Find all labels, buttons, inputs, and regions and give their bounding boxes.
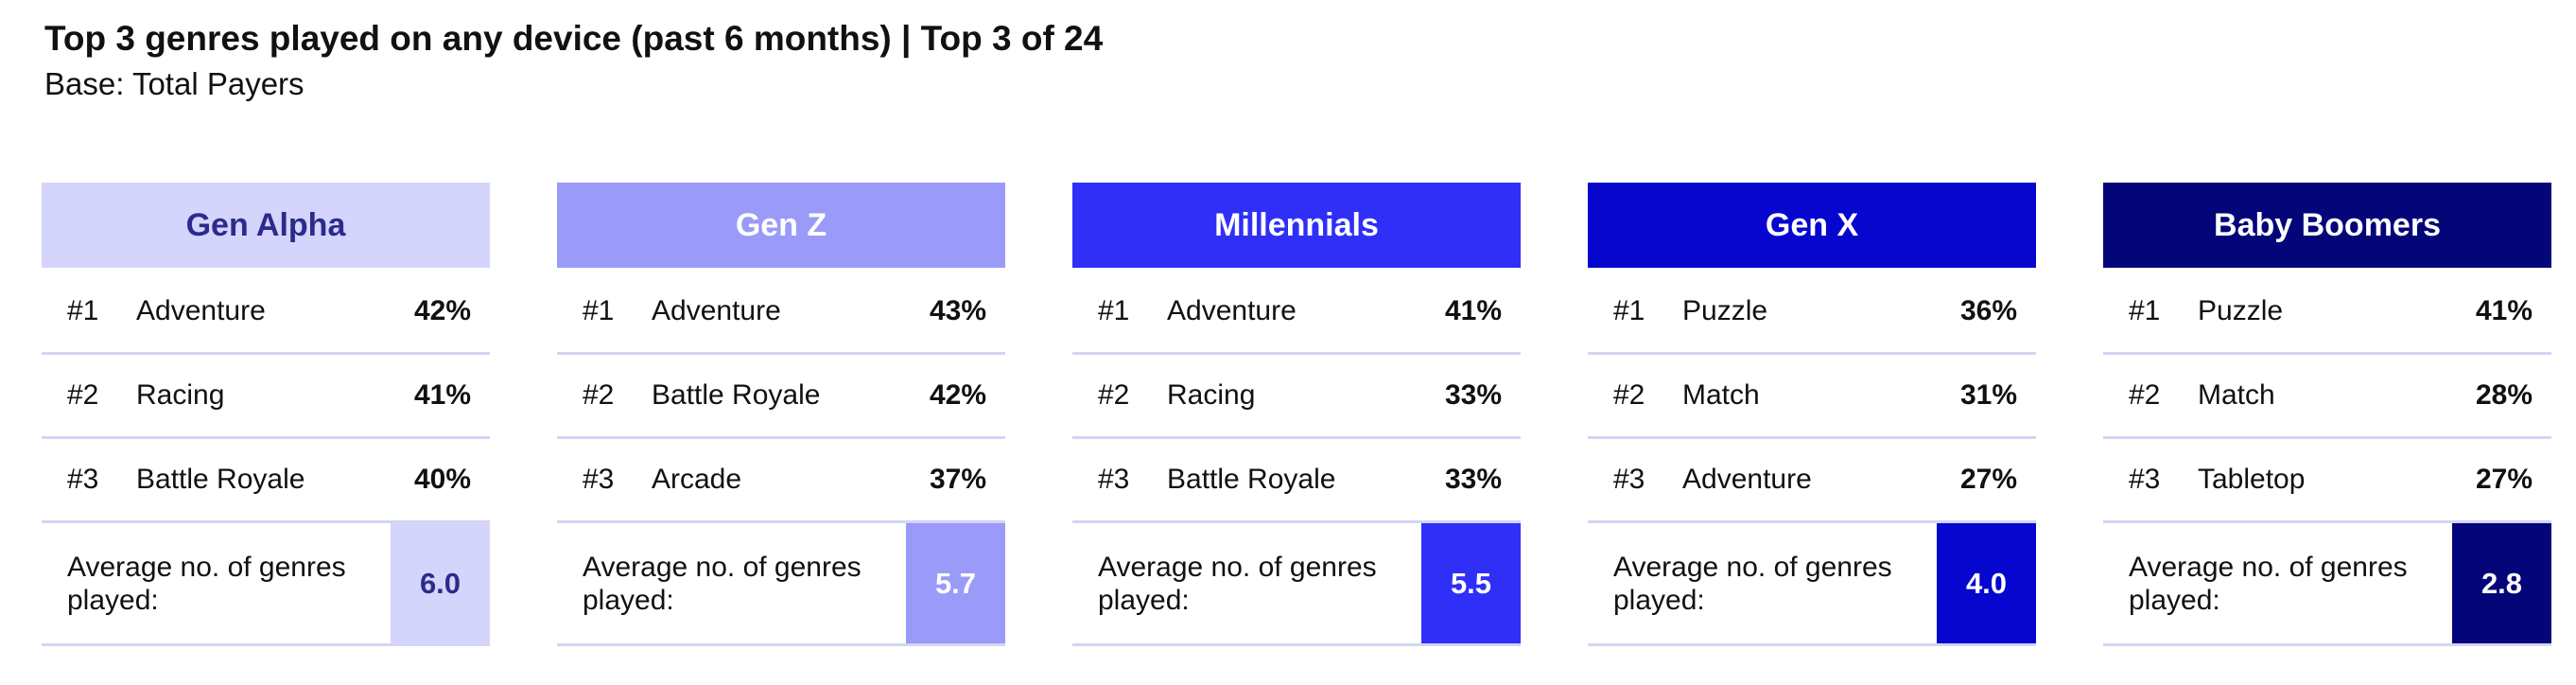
panel-header: Millennials (1072, 183, 1521, 271)
genre-rank: #2 (2129, 379, 2161, 411)
genre-percent: 42% (929, 379, 986, 411)
genre-name: Adventure (652, 295, 781, 326)
average-row: Average no. of genres played: 6.0 (42, 523, 490, 646)
panel-baby-boomers: Baby Boomers #1 Puzzle 41% #2 Match 28% … (2103, 183, 2551, 646)
average-value: 5.7 (906, 523, 1005, 643)
average-value: 6.0 (391, 523, 490, 643)
genre-percent: 42% (413, 295, 471, 326)
genre-name: Puzzle (1682, 295, 1768, 326)
genre-rank: #2 (583, 379, 615, 411)
generation-panels: Gen Alpha #1 Adventure 42% #2 Racing 41%… (42, 183, 2551, 646)
average-value: 4.0 (1937, 523, 2036, 643)
genre-rank: #3 (67, 464, 99, 495)
genre-name: Puzzle (2198, 295, 2284, 326)
genre-name: Match (2198, 379, 2275, 411)
genre-row: #2 Match 28% (2103, 355, 2551, 439)
genre-rank: #1 (67, 295, 99, 326)
genre-percent: 41% (413, 379, 471, 411)
genre-percent: 41% (1444, 295, 1502, 326)
genre-rank: #3 (583, 464, 615, 495)
genre-percent: 36% (1959, 295, 2017, 326)
genre-percent: 33% (1444, 464, 1502, 495)
genre-name: Tabletop (2198, 464, 2306, 495)
genre-name: Battle Royale (652, 379, 821, 411)
genre-rank: #2 (1098, 379, 1130, 411)
genre-row: #2 Battle Royale 42% (557, 355, 1005, 439)
genre-percent: 37% (929, 464, 986, 495)
genre-row: #1 Adventure 42% (42, 271, 490, 355)
page-title: Top 3 genres played on any device (past … (44, 19, 1104, 58)
average-row: Average no. of genres played: 5.5 (1072, 523, 1521, 646)
average-value: 5.5 (1421, 523, 1521, 643)
panel-gen-x: Gen X #1 Puzzle 36% #2 Match 31% #3 Adve… (1588, 183, 2036, 646)
genre-rank: #1 (2129, 295, 2161, 326)
genre-rank: #1 (1613, 295, 1645, 326)
genre-percent: 28% (2475, 379, 2532, 411)
page-subtitle: Base: Total Payers (44, 66, 305, 101)
genre-rank: #3 (1613, 464, 1645, 495)
genre-name: Match (1682, 379, 1760, 411)
genre-percent: 43% (929, 295, 986, 326)
genre-percent: 33% (1444, 379, 1502, 411)
genre-row: #2 Racing 41% (42, 355, 490, 439)
genre-row: #3 Battle Royale 33% (1072, 439, 1521, 523)
genre-row: #1 Adventure 43% (557, 271, 1005, 355)
panel-gen-alpha: Gen Alpha #1 Adventure 42% #2 Racing 41%… (42, 183, 490, 646)
genre-percent: 27% (2475, 464, 2532, 495)
average-value: 2.8 (2452, 523, 2551, 643)
genre-rank: #2 (67, 379, 99, 411)
panel-header: Gen Z (557, 183, 1005, 271)
genre-name: Racing (1167, 379, 1256, 411)
average-label: Average no. of genres played: (583, 551, 862, 616)
average-label: Average no. of genres played: (2129, 551, 2408, 616)
panel-millennials: Millennials #1 Adventure 41% #2 Racing 3… (1072, 183, 1521, 646)
average-row: Average no. of genres played: 2.8 (2103, 523, 2551, 646)
genre-row: #3 Tabletop 27% (2103, 439, 2551, 523)
genre-rank: #3 (1098, 464, 1130, 495)
average-row: Average no. of genres played: 4.0 (1588, 523, 2036, 646)
panel-header: Gen X (1588, 183, 2036, 271)
genre-percent: 31% (1959, 379, 2017, 411)
average-label: Average no. of genres played: (1613, 551, 1892, 616)
genre-row: #3 Battle Royale 40% (42, 439, 490, 523)
genre-rank: #1 (1098, 295, 1130, 326)
genre-row: #3 Arcade 37% (557, 439, 1005, 523)
genre-row: #1 Puzzle 41% (2103, 271, 2551, 355)
genre-name: Adventure (1167, 295, 1297, 326)
average-label: Average no. of genres played: (67, 551, 346, 616)
genre-row: #3 Adventure 27% (1588, 439, 2036, 523)
genre-rank: #2 (1613, 379, 1645, 411)
average-label: Average no. of genres played: (1098, 551, 1377, 616)
genre-name: Arcade (652, 464, 742, 495)
genre-percent: 27% (1959, 464, 2017, 495)
genre-row: #2 Match 31% (1588, 355, 2036, 439)
genre-name: Racing (136, 379, 225, 411)
genre-rank: #1 (583, 295, 615, 326)
panel-header: Gen Alpha (42, 183, 490, 271)
genre-row: #1 Puzzle 36% (1588, 271, 2036, 355)
genre-name: Adventure (136, 295, 266, 326)
average-row: Average no. of genres played: 5.7 (557, 523, 1005, 646)
genre-name: Adventure (1682, 464, 1812, 495)
genre-name: Battle Royale (136, 464, 305, 495)
genre-name: Battle Royale (1167, 464, 1336, 495)
panel-header: Baby Boomers (2103, 183, 2551, 271)
genre-percent: 41% (2475, 295, 2532, 326)
genre-percent: 40% (413, 464, 471, 495)
panel-gen-z: Gen Z #1 Adventure 43% #2 Battle Royale … (557, 183, 1005, 646)
genre-rank: #3 (2129, 464, 2161, 495)
genre-row: #1 Adventure 41% (1072, 271, 1521, 355)
genre-row: #2 Racing 33% (1072, 355, 1521, 439)
